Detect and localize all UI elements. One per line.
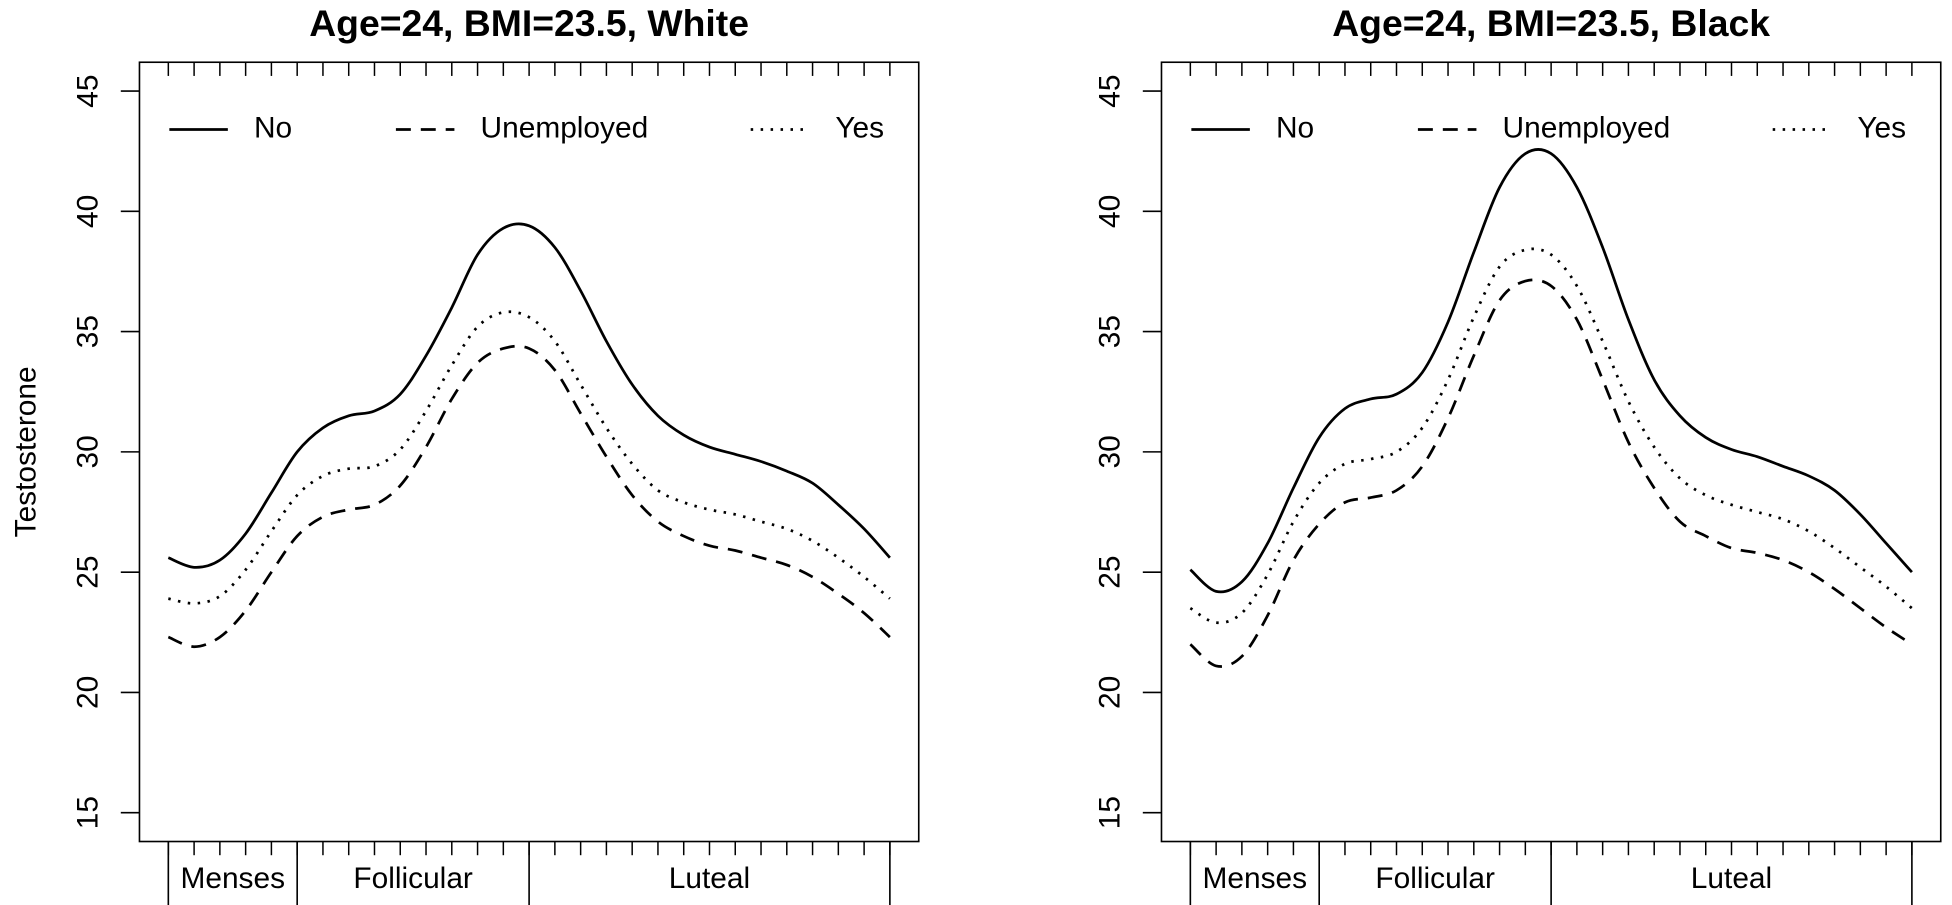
chart-title: Age=24, BMI=23.5, White (309, 2, 749, 44)
legend-label: Yes (1857, 111, 1906, 144)
legend-label: Unemployed (1503, 111, 1671, 144)
legend-label: No (1276, 111, 1314, 144)
phase-label: Menses (1202, 862, 1307, 895)
y-tick-label: 35 (72, 315, 105, 348)
legend-label: Unemployed (481, 111, 649, 144)
series-line (1189, 247, 1913, 625)
chart-title: Age=24, BMI=23.5, Black (1332, 2, 1770, 44)
legend-label: Yes (835, 111, 884, 144)
y-tick-label: 35 (1094, 315, 1127, 348)
phase-label: Menses (180, 862, 285, 895)
phase-label: Luteal (669, 862, 750, 895)
y-tick-label: 20 (1094, 676, 1127, 709)
y-tick-label: 40 (72, 195, 105, 228)
y-tick-label: 45 (72, 74, 105, 107)
phase-label: Follicular (353, 862, 473, 895)
y-tick-label: 45 (1094, 74, 1127, 107)
y-tick-label: 40 (1094, 195, 1127, 228)
phase-label: Follicular (1375, 862, 1495, 895)
y-tick-label: 30 (1094, 435, 1127, 468)
series-line (168, 310, 891, 605)
plot-frame (138, 61, 920, 843)
series-line (167, 222, 891, 569)
legend-label: No (254, 111, 292, 144)
series-line (1189, 148, 1913, 594)
series-line (167, 344, 891, 649)
plot-frame (1160, 61, 1942, 843)
series-line (1189, 278, 1913, 668)
y-tick-label: 25 (1094, 556, 1127, 589)
y-axis-label: Testosterone (9, 366, 42, 537)
y-tick-label: 20 (72, 676, 105, 709)
y-tick-label: 15 (1094, 796, 1127, 829)
phase-label: Luteal (1691, 862, 1772, 895)
y-tick-label: 30 (72, 435, 105, 468)
y-tick-label: 25 (72, 556, 105, 589)
y-tick-label: 15 (72, 796, 105, 829)
